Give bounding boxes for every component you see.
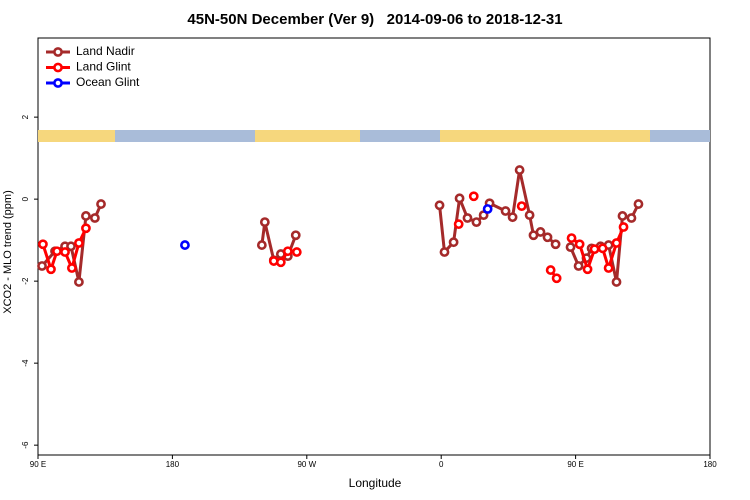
point <box>471 217 482 228</box>
legend-marker <box>53 62 63 73</box>
point <box>66 241 76 252</box>
point <box>582 264 593 275</box>
y-tick-label: -2 <box>21 277 30 285</box>
point <box>434 200 445 211</box>
point <box>38 239 48 250</box>
point <box>535 227 546 237</box>
point <box>603 263 614 273</box>
point <box>66 263 77 273</box>
point <box>516 201 527 212</box>
chart-title: 45N-50N December (Ver 9) 2014-09-06 to 2… <box>187 11 562 28</box>
point <box>550 239 561 250</box>
point <box>468 191 479 202</box>
x-tick-label: 90 E <box>30 460 46 469</box>
point <box>611 238 622 248</box>
point <box>507 212 518 223</box>
point <box>89 213 100 223</box>
point <box>275 257 286 268</box>
point <box>500 206 511 216</box>
point <box>439 247 450 257</box>
x-tick-label: 0 <box>439 460 444 469</box>
point <box>81 223 91 234</box>
point <box>565 242 576 253</box>
legend-label: Ocean Glint <box>76 75 140 89</box>
point <box>566 233 577 243</box>
point <box>37 261 47 271</box>
point <box>291 247 302 257</box>
x-tick-label: 90 W <box>297 460 316 469</box>
point <box>626 213 637 223</box>
point <box>448 237 459 248</box>
point <box>81 211 91 221</box>
x-axis-label: Longitude <box>349 476 402 490</box>
point <box>524 210 535 221</box>
legend-label: Land Glint <box>76 60 131 74</box>
point <box>611 277 622 287</box>
point <box>96 199 106 209</box>
point <box>52 246 62 257</box>
legend-marker <box>53 47 63 57</box>
x-tick-label: 90 E <box>567 460 583 469</box>
point <box>60 247 70 257</box>
point <box>453 219 464 230</box>
y-tick-label: 0 <box>21 196 30 201</box>
point <box>462 213 473 223</box>
world-map-strip <box>38 130 710 142</box>
point <box>633 199 644 209</box>
x-tick-label: 180 <box>703 460 717 469</box>
point <box>545 265 556 275</box>
point <box>542 232 553 243</box>
point <box>573 261 584 271</box>
point <box>74 238 84 248</box>
legend-marker <box>53 78 63 88</box>
point <box>597 243 608 254</box>
point <box>290 230 301 241</box>
point <box>617 211 628 221</box>
point <box>259 217 270 228</box>
point <box>180 240 190 250</box>
point <box>574 239 585 250</box>
point <box>482 204 493 214</box>
plot-frame <box>37 37 711 456</box>
y-tick-label: -6 <box>21 441 30 449</box>
y-tick-label: -4 <box>21 359 30 367</box>
legend-label: Land Nadir <box>76 44 135 58</box>
y-axis-label: XCO2 - MLO trend (ppm) <box>2 190 14 313</box>
point <box>551 273 562 284</box>
point <box>74 277 84 287</box>
point <box>589 244 600 255</box>
y-tick-label: 2 <box>21 114 30 119</box>
point <box>282 246 293 257</box>
x-tick-label: 180 <box>166 460 180 469</box>
point <box>618 222 629 232</box>
point <box>514 165 525 175</box>
point <box>46 264 56 275</box>
point <box>256 240 267 250</box>
point <box>454 193 465 204</box>
